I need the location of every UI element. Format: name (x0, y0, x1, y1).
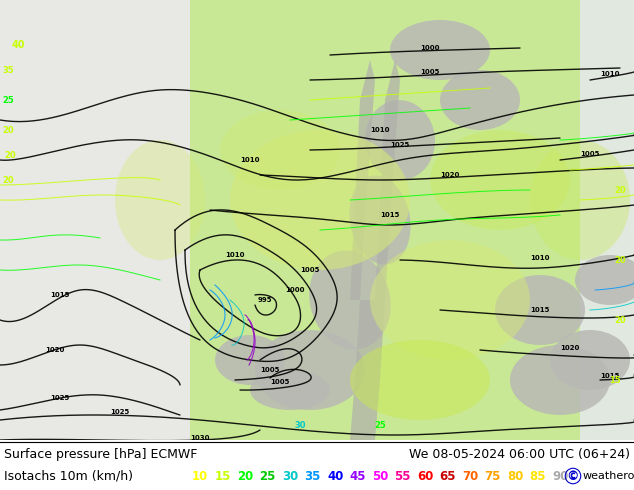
Text: 30: 30 (294, 420, 306, 430)
Text: 1015: 1015 (380, 212, 399, 218)
Text: 1005: 1005 (261, 367, 280, 373)
Text: 1020: 1020 (45, 347, 65, 353)
Text: 1020: 1020 (560, 345, 579, 351)
Polygon shape (350, 60, 400, 440)
Text: 90: 90 (552, 469, 568, 483)
Ellipse shape (365, 100, 435, 180)
Text: 40: 40 (327, 469, 344, 483)
Text: 75: 75 (484, 469, 501, 483)
Text: 1000: 1000 (285, 287, 305, 293)
Text: 55: 55 (394, 469, 411, 483)
Bar (190, 0, 634, 440)
Text: 1010: 1010 (225, 252, 245, 258)
Text: 35: 35 (304, 469, 321, 483)
Text: 1015: 1015 (50, 292, 70, 298)
Text: 20: 20 (614, 255, 626, 265)
Text: 1025: 1025 (50, 395, 70, 401)
Text: 10: 10 (192, 469, 208, 483)
Bar (0, 0, 190, 440)
Text: We 08-05-2024 06:00 UTC (06+24): We 08-05-2024 06:00 UTC (06+24) (409, 447, 630, 461)
Text: 85: 85 (529, 469, 546, 483)
Text: 1005: 1005 (420, 69, 440, 75)
Text: 1030: 1030 (190, 435, 210, 441)
Text: 30: 30 (282, 469, 298, 483)
Ellipse shape (230, 130, 410, 270)
Text: 65: 65 (439, 469, 456, 483)
Ellipse shape (115, 140, 205, 260)
Text: 1005: 1005 (580, 151, 600, 157)
Text: 60: 60 (417, 469, 434, 483)
Text: 1010: 1010 (530, 255, 550, 261)
Text: 25: 25 (2, 96, 14, 104)
Text: 1015: 1015 (530, 307, 550, 313)
Ellipse shape (220, 110, 340, 190)
Ellipse shape (255, 330, 365, 410)
Text: 15: 15 (214, 469, 231, 483)
Text: 1005: 1005 (270, 379, 290, 385)
Text: 1025: 1025 (110, 409, 129, 415)
Ellipse shape (349, 175, 411, 265)
Ellipse shape (430, 130, 570, 230)
Text: 25: 25 (374, 420, 386, 430)
Ellipse shape (309, 250, 391, 349)
Text: Isotachs 10m (km/h): Isotachs 10m (km/h) (4, 469, 133, 483)
Text: 1000: 1000 (420, 45, 440, 51)
Text: 1010: 1010 (600, 71, 620, 77)
Text: 1020: 1020 (440, 172, 460, 178)
Text: 1010: 1010 (370, 127, 390, 133)
Ellipse shape (370, 240, 530, 360)
Bar (580, 0, 634, 440)
Text: ©: © (567, 469, 579, 483)
Ellipse shape (250, 370, 330, 410)
Text: weatheronline.co.uk: weatheronline.co.uk (583, 471, 634, 481)
Ellipse shape (550, 330, 630, 390)
Text: 1025: 1025 (391, 142, 410, 148)
Text: 45: 45 (349, 469, 366, 483)
Text: 20: 20 (614, 316, 626, 324)
Text: 15: 15 (609, 375, 621, 385)
Text: 20: 20 (614, 186, 626, 195)
Text: 20: 20 (2, 125, 14, 134)
Ellipse shape (440, 70, 520, 130)
Text: 40: 40 (11, 40, 25, 50)
Text: 25: 25 (259, 469, 276, 483)
Text: 70: 70 (462, 469, 478, 483)
Text: 20: 20 (237, 469, 253, 483)
Ellipse shape (530, 140, 630, 260)
Text: 995: 995 (258, 297, 272, 303)
Text: 1015: 1015 (600, 373, 619, 379)
Text: 35: 35 (2, 66, 14, 74)
Ellipse shape (390, 20, 490, 80)
Text: 20: 20 (4, 150, 16, 160)
Ellipse shape (215, 335, 285, 385)
Ellipse shape (510, 345, 610, 415)
Text: Surface pressure [hPa] ECMWF: Surface pressure [hPa] ECMWF (4, 447, 197, 461)
Ellipse shape (350, 340, 490, 420)
Text: 20: 20 (2, 175, 14, 185)
Ellipse shape (495, 275, 585, 345)
Text: 50: 50 (372, 469, 389, 483)
Text: 1010: 1010 (240, 157, 260, 163)
Text: 1005: 1005 (301, 267, 320, 273)
Text: 80: 80 (507, 469, 524, 483)
Ellipse shape (575, 255, 634, 305)
